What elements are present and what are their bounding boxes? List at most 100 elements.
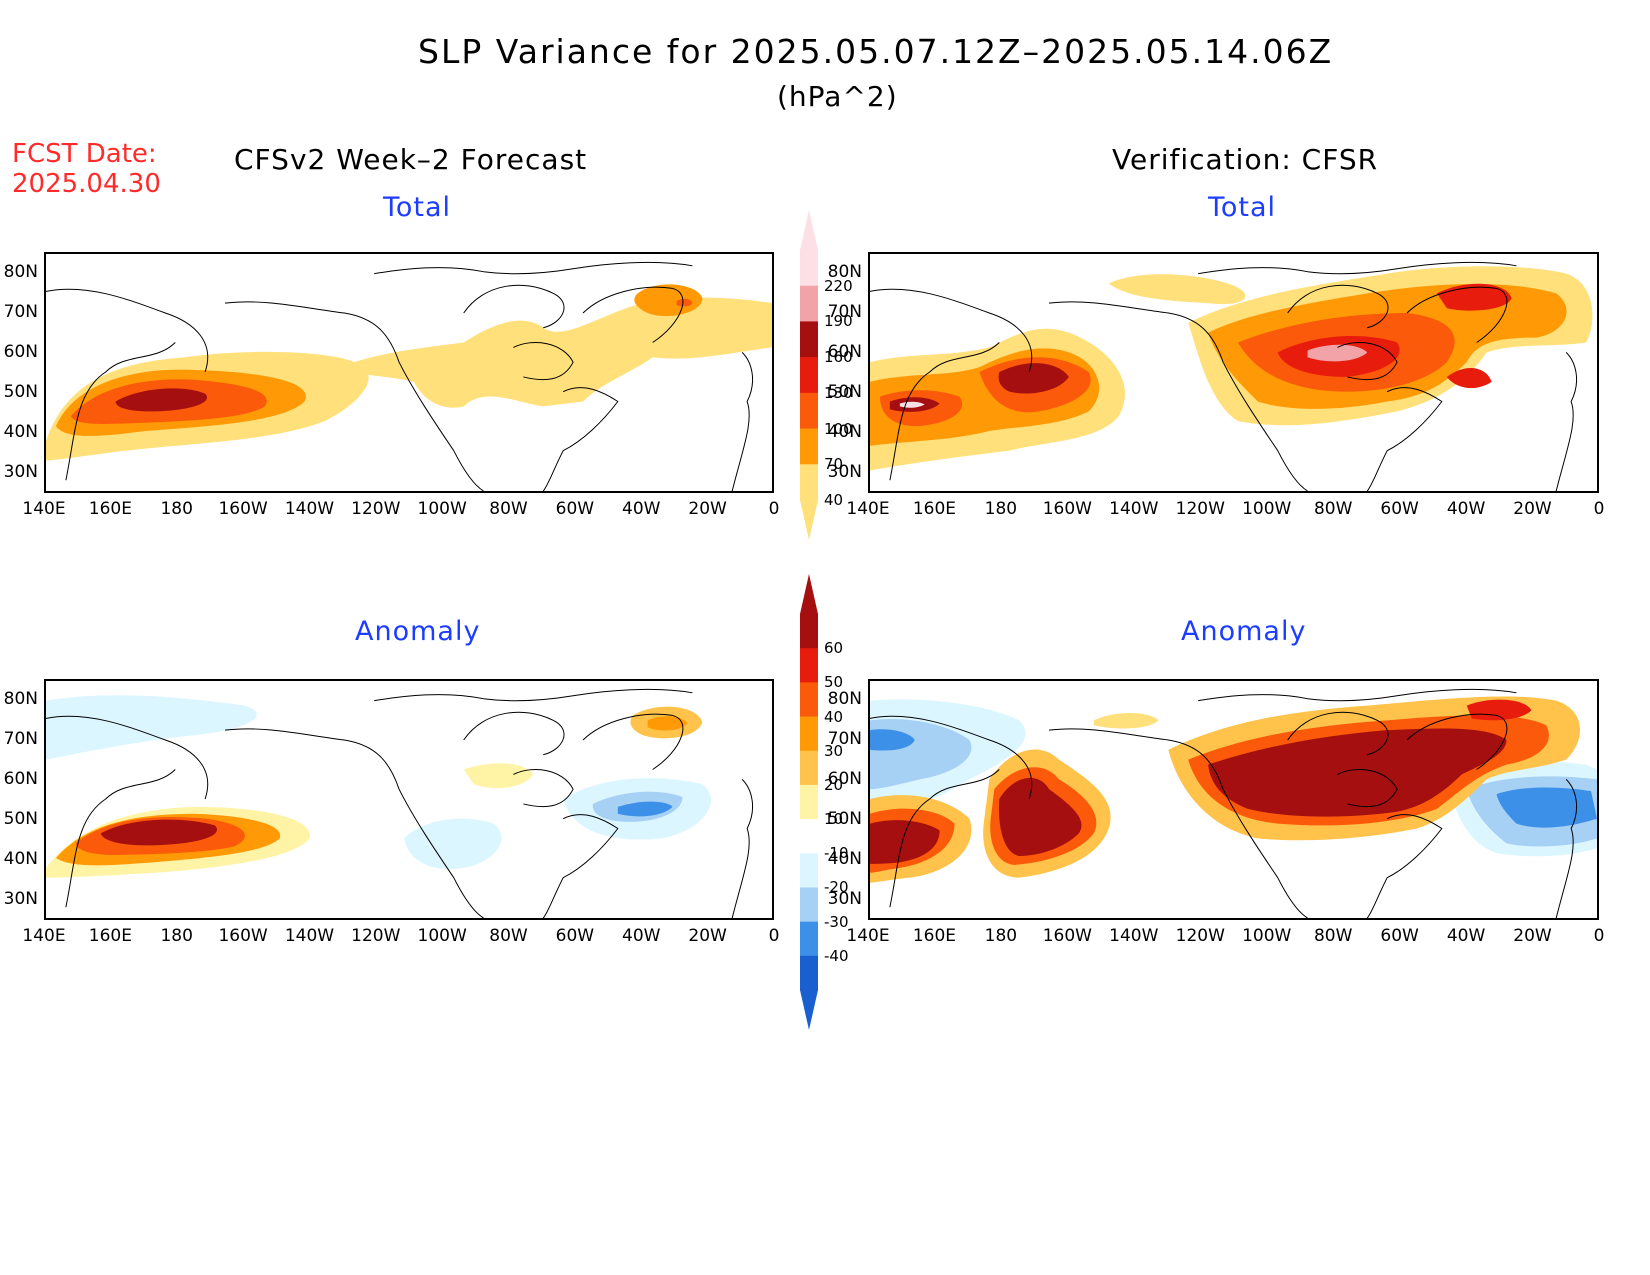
units-label: (hPa^2) <box>777 80 898 113</box>
colorbar-swatch <box>800 321 818 358</box>
forecast-total-lon-label: 80W <box>489 499 528 519</box>
forecast-anomaly-lon-label: 0 <box>768 926 780 946</box>
verification-total-lon-label: 60W <box>1380 499 1419 519</box>
forecast-total-lon-label: 40W <box>622 499 661 519</box>
verification-anomaly-lat-label: 60N <box>827 769 862 789</box>
verification-anomaly-lon-label: 140W <box>1109 926 1159 946</box>
forecast-total-title: Total <box>383 192 452 223</box>
forecast-column-title: CFSv2 Week–2 Forecast <box>234 143 588 176</box>
verification-anomaly-map <box>868 679 1599 920</box>
forecast-total-lat-label: 40N <box>3 422 38 442</box>
forecast-anomaly-lon-label: 40W <box>622 926 661 946</box>
verification-total-lat-label: 70N <box>827 302 862 322</box>
verification-total-lon-label: 0 <box>1593 499 1605 519</box>
forecast-total-lon-label: 0 <box>768 499 780 519</box>
figure-title: SLP Variance for 2025.05.07.12Z–2025.05.… <box>418 32 1334 71</box>
verification-total-lon-label: 140W <box>1109 499 1159 519</box>
anomaly-colorbar-level-label: 10 <box>824 810 844 829</box>
coastlines <box>870 261 1578 491</box>
verification-total-lon-label: 40W <box>1446 499 1486 519</box>
colorbar-swatch <box>800 955 818 991</box>
fcst-date-value: 2025.04.30 <box>12 169 161 199</box>
anomaly-colorbar <box>800 574 818 1030</box>
forecast-total-lon-label: 60W <box>555 499 595 519</box>
colorbar-swatch <box>800 392 818 430</box>
anomaly-colorbar-level-label: -30 <box>824 912 849 931</box>
verification-column-title: Verification: CFSR <box>1112 143 1379 176</box>
forecast-anomaly-lon-label: 100W <box>417 926 467 946</box>
verification-total-lat-label: 40N <box>827 422 862 442</box>
verification-anomaly-lat-label: 80N <box>827 689 862 709</box>
verification-anomaly-lon-label: 60W <box>1380 926 1419 946</box>
forecast-total-lon-label: 140W <box>284 499 335 519</box>
anomaly-colorbar-level-label: 20 <box>824 775 844 794</box>
colorbar-arrow-bottom <box>800 990 818 1030</box>
colorbar-swatch <box>800 853 818 888</box>
verification-anomaly-lon-label: 0 <box>1593 926 1605 946</box>
verification-anomaly-lat-label: 50N <box>827 809 862 829</box>
colorbar-swatch <box>800 682 818 718</box>
verification-anomaly-lat-label: 40N <box>827 849 862 869</box>
verification-anomaly-lon-label: 180 <box>984 926 1018 946</box>
verification-total-lat-label: 30N <box>827 462 862 482</box>
forecast-anomaly-lon-label: 140E <box>22 926 66 946</box>
verification-total-lon-label: 180 <box>984 499 1018 519</box>
verification-total-title: Total <box>1208 192 1277 223</box>
forecast-anomaly-lon-label: 180 <box>160 926 193 946</box>
forecast-anomaly-lat-label: 30N <box>3 889 38 909</box>
forecast-anomaly-lon-label: 60W <box>555 926 595 946</box>
colorbar-swatch <box>800 921 818 957</box>
anomaly-colorbar-level-label: -20 <box>824 878 849 897</box>
anomaly-colorbar-level-label: -40 <box>824 946 849 965</box>
forecast-anomaly-lat-label: 40N <box>3 849 38 869</box>
forecast-anomaly-map <box>44 679 774 920</box>
colorbar-swatch <box>800 464 818 501</box>
fcst-date-label: FCST Date: <box>12 139 157 169</box>
coastlines <box>46 688 754 918</box>
forecast-anomaly-title: Anomaly <box>355 616 481 647</box>
verification-total-lon-label: 20W <box>1513 499 1552 519</box>
colorbar-swatch <box>800 750 818 786</box>
total-colorbar-level-label: 40 <box>824 491 844 509</box>
colorbar-swatch <box>800 250 818 287</box>
forecast-anomaly-lat-label: 80N <box>3 689 38 709</box>
total-colorbar-level-label: 190 <box>824 312 853 331</box>
colorbar-swatch <box>800 716 818 752</box>
forecast-total-lon-label: 160W <box>218 499 268 519</box>
forecast-total-lat-label: 30N <box>3 462 38 482</box>
forecast-anomaly-lat-label: 50N <box>3 809 38 829</box>
colorbar-arrow-top <box>800 574 818 614</box>
colorbar-swatch <box>800 285 818 322</box>
forecast-anomaly-lat-label: 60N <box>3 769 38 789</box>
total-colorbar-level-label: 160 <box>824 348 853 367</box>
verification-total-lon-label: 140E <box>846 499 890 519</box>
verification-anomaly-lon-label: 160E <box>912 926 957 946</box>
verification-anomaly-lon-label: 140E <box>846 926 890 946</box>
forecast-total-lon-label: 120W <box>351 499 401 519</box>
verification-total-map <box>868 252 1599 493</box>
total-colorbar-level-label: 130 <box>824 383 853 402</box>
verification-anomaly-lat-label: 30N <box>827 889 862 909</box>
forecast-total-map <box>44 252 774 493</box>
verification-total-lon-label: 100W <box>1242 499 1292 519</box>
variance-contours <box>870 266 1593 471</box>
verification-anomaly-lon-label: 120W <box>1175 926 1225 946</box>
colorbar-swatch <box>800 784 818 820</box>
total-colorbar-level-label: 70 <box>824 455 844 474</box>
forecast-anomaly-lon-label: 160E <box>88 926 132 946</box>
verification-total-lon-label: 160W <box>1042 499 1092 519</box>
anomaly-contours <box>870 696 1597 883</box>
coastlines <box>46 261 754 491</box>
coastlines <box>870 688 1578 918</box>
verification-anomaly-lon-label: 20W <box>1513 926 1552 946</box>
forecast-total-lon-label: 20W <box>688 499 727 519</box>
colorbar-swatch <box>800 428 818 465</box>
total-colorbar-level-label: 100 <box>824 419 853 438</box>
colorbar-swatch <box>800 819 818 854</box>
colorbar-swatch <box>800 614 818 649</box>
colorbar-arrow-top <box>800 210 818 250</box>
colorbar-swatch <box>800 357 818 394</box>
verification-total-lat-label: 80N <box>827 262 862 282</box>
colorbar-swatch <box>800 887 818 923</box>
forecast-anomaly-lon-label: 80W <box>489 926 528 946</box>
